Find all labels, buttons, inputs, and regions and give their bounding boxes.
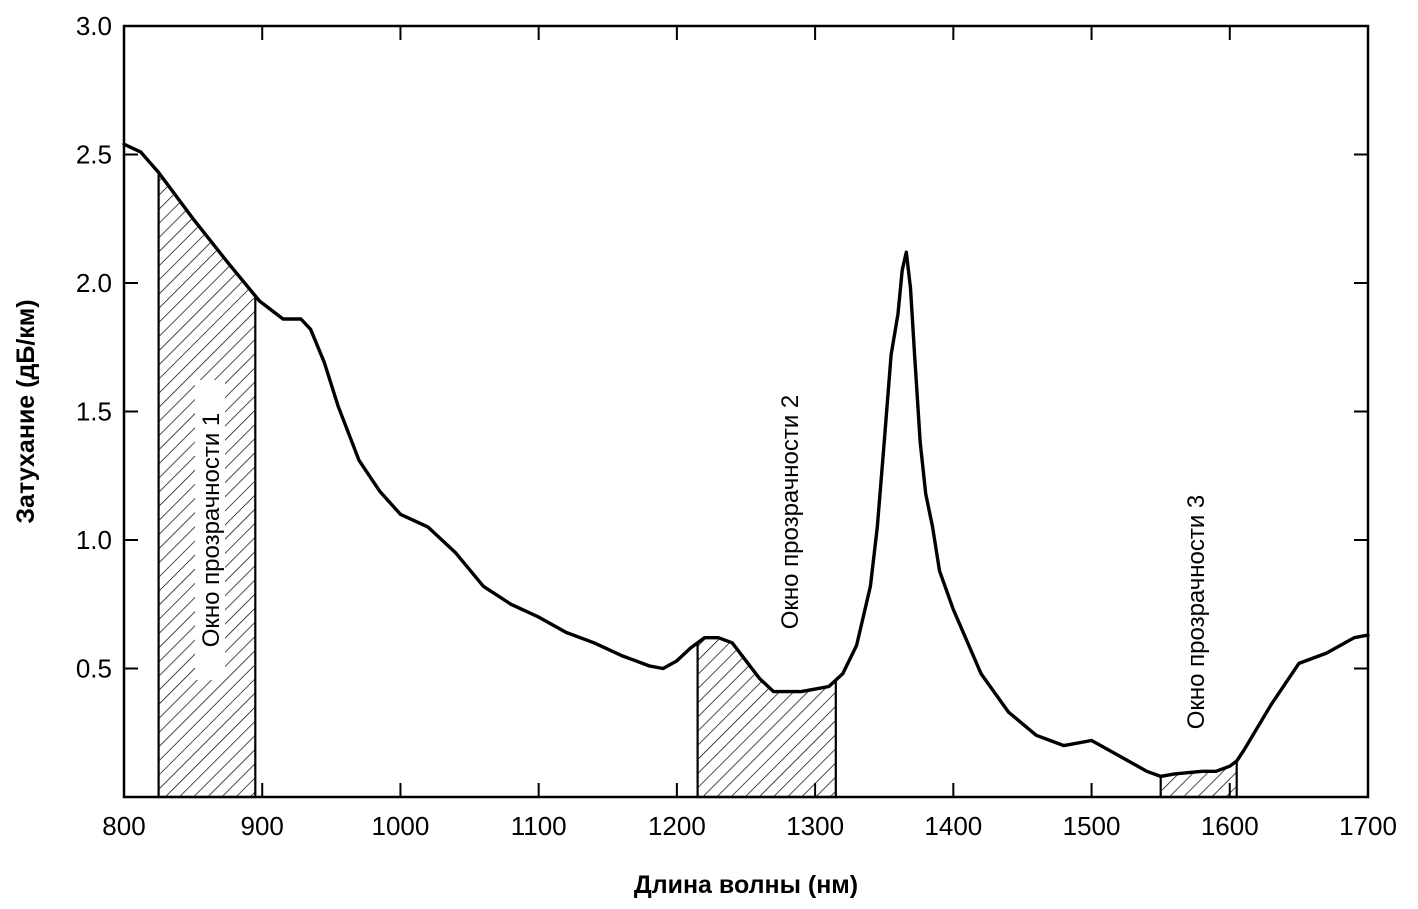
transparency-windows bbox=[157, 169, 1238, 799]
transparency-window-2 bbox=[696, 636, 837, 799]
axis-tick-labels: 800 900 1000 1100 1200 1300 1400 1500 1600 1700 0.… bbox=[76, 11, 1397, 841]
window-label-3: Окно прозрачности 3 bbox=[1183, 495, 1210, 730]
curve-layer bbox=[122, 142, 1370, 779]
x-tick-label: 1700 bbox=[1339, 811, 1397, 841]
axis-ticks bbox=[124, 26, 1368, 797]
window-label-1: Окно прозрачности 1 bbox=[195, 380, 225, 680]
y-tick-label: 1.5 bbox=[76, 397, 112, 427]
x-tick-label: 1300 bbox=[786, 811, 844, 841]
x-tick-label: 1000 bbox=[372, 811, 430, 841]
x-tick-label: 900 bbox=[241, 811, 284, 841]
y-tick-label: 2.5 bbox=[76, 140, 112, 170]
x-tick-label: 1600 bbox=[1201, 811, 1259, 841]
x-tick-label: 800 bbox=[102, 811, 145, 841]
y-axis-title: Затухание (дБ/км) bbox=[12, 299, 40, 523]
window-labels: Окно прозрачности 1 Окно прозрачности 2 Ок… bbox=[195, 380, 1210, 729]
window-label-text: Окно прозрачности 3 bbox=[1183, 495, 1210, 730]
x-tick-label: 1200 bbox=[648, 811, 706, 841]
window-label-2: Окно прозрачности 2 bbox=[777, 395, 804, 630]
x-tick-label: 1500 bbox=[1063, 811, 1121, 841]
y-tick-label: 1.0 bbox=[76, 525, 112, 555]
y-tick-label: 2.0 bbox=[76, 268, 112, 298]
x-tick-label: 1100 bbox=[511, 811, 567, 841]
y-tick-label: 3.0 bbox=[76, 11, 112, 41]
x-tick-label: 1400 bbox=[924, 811, 982, 841]
window-label-text: Окно прозрачности 2 bbox=[777, 395, 804, 630]
x-axis-title: Длина волны (нм) bbox=[634, 871, 858, 899]
window-label-text: Окно прозрачности 1 bbox=[198, 413, 225, 648]
attenuation-curve bbox=[122, 142, 1370, 779]
window-label-background bbox=[195, 380, 225, 680]
y-tick-label: 0.5 bbox=[76, 654, 112, 684]
